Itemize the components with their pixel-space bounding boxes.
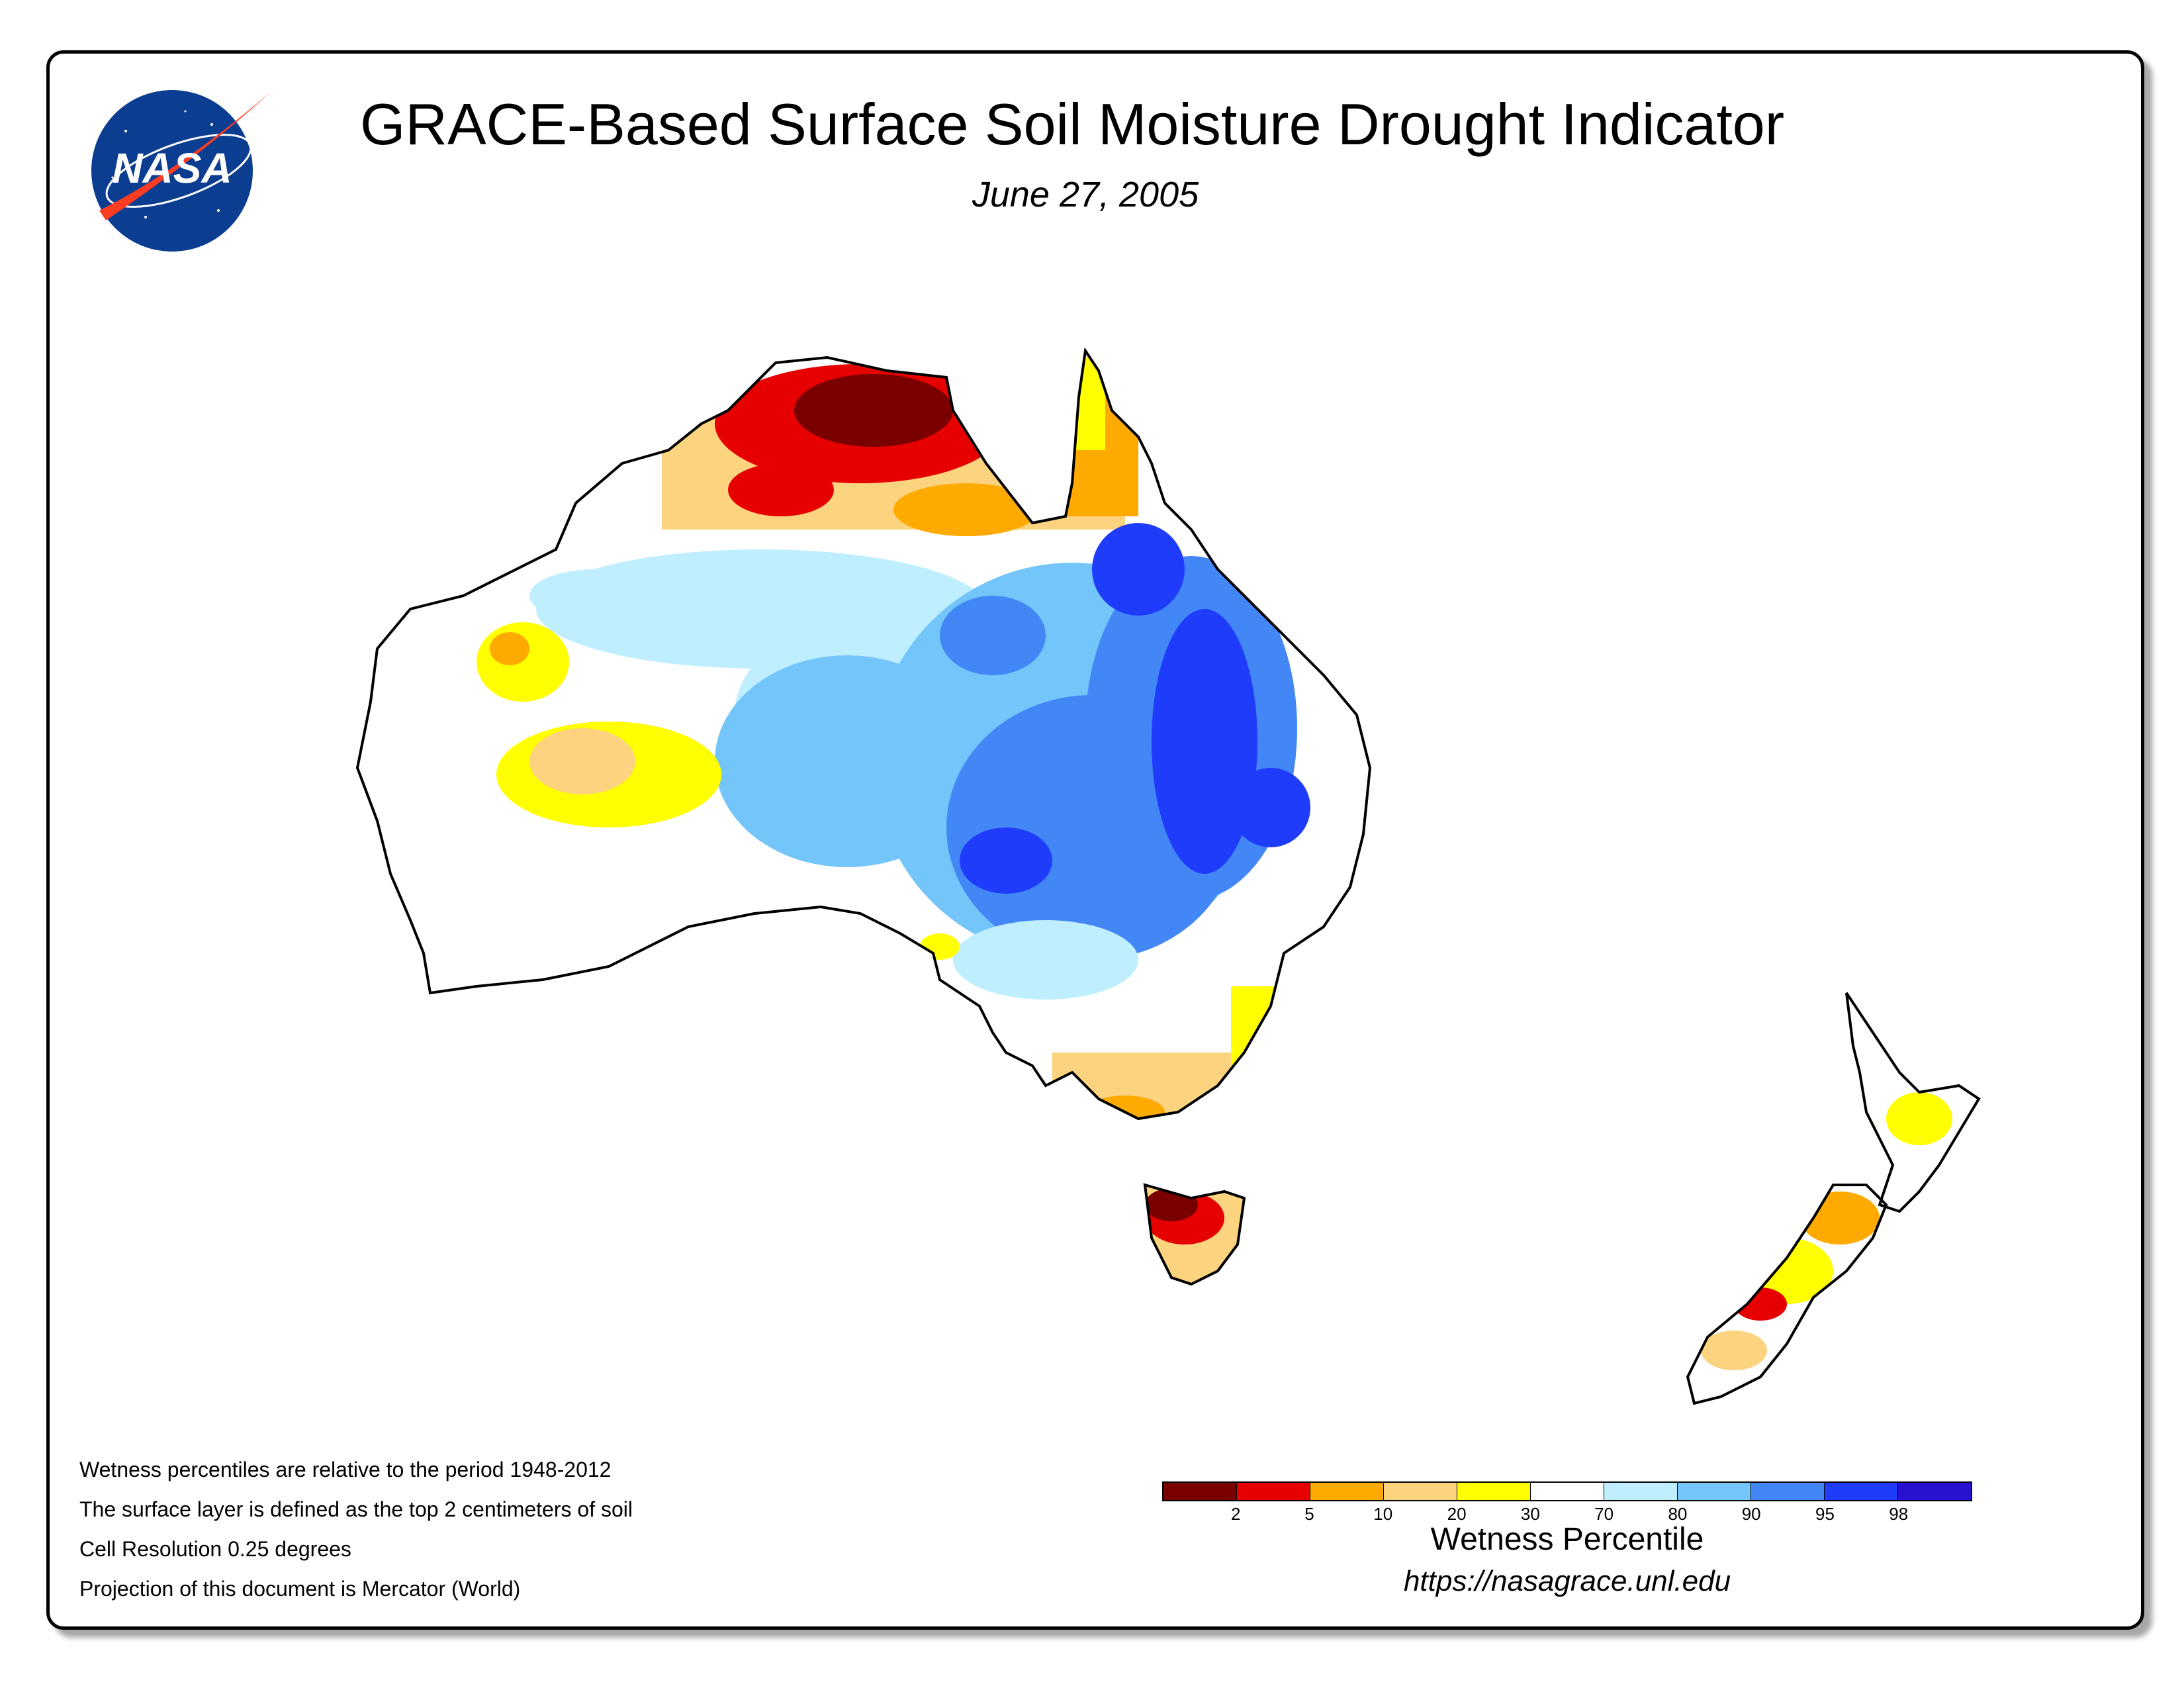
legend-ticks: 2 5 10 20 30 70 80 90 95 98: [1162, 1501, 1972, 1524]
color-legend: 2 5 10 20 30 70 80 90 95 98: [1162, 1481, 1972, 1524]
note-projection: Projection of this document is Mercator …: [79, 1577, 521, 1601]
note-surface-layer: The surface layer is defined as the top …: [79, 1497, 633, 1521]
legend-color-bar: [1162, 1481, 1972, 1501]
legend-tick-label: 80: [1668, 1504, 1688, 1524]
legend-tick-label: 20: [1447, 1504, 1467, 1524]
australia-map: [357, 351, 1370, 1119]
legend-tick-label: 10: [1373, 1504, 1393, 1524]
legend-tick-label: 30: [1520, 1504, 1540, 1524]
map-date: June 27, 2005: [972, 175, 1199, 214]
legend-swatch: [1751, 1483, 1825, 1500]
legend-swatch: [1898, 1483, 1971, 1500]
legend-swatch: [1457, 1483, 1531, 1500]
new-zealand-map: [1688, 993, 1979, 1403]
legend-tick-label: 70: [1594, 1504, 1614, 1524]
legend-tick-label: 98: [1889, 1504, 1909, 1524]
note-period: Wetness percentiles are relative to the …: [79, 1458, 612, 1481]
legend-swatch: [1825, 1483, 1898, 1500]
map-title: GRACE-Based Surface Soil Moisture Drough…: [359, 91, 1785, 157]
legend-swatch: [1237, 1483, 1310, 1500]
legend-swatch: [1310, 1483, 1384, 1500]
legend-tick-label: 95: [1815, 1504, 1835, 1524]
svg-text:NASA: NASA: [112, 144, 232, 192]
nasa-logo: NASA: [91, 90, 271, 252]
legend-title: Wetness Percentile: [1430, 1522, 1704, 1557]
legend-tick-label: 90: [1741, 1504, 1761, 1524]
legend-tick-label: 2: [1231, 1504, 1241, 1524]
legend-swatch: [1531, 1483, 1604, 1500]
note-resolution: Cell Resolution 0.25 degrees: [79, 1537, 351, 1561]
legend-swatch: [1163, 1483, 1237, 1500]
website-link[interactable]: https://nasagrace.unl.edu: [1403, 1565, 1731, 1597]
legend-swatch: [1678, 1483, 1751, 1500]
legend-tick-label: 5: [1304, 1504, 1314, 1524]
map-notes: Wetness percentiles are relative to the …: [79, 1450, 633, 1609]
legend-swatch: [1604, 1483, 1678, 1500]
legend-swatch: [1384, 1483, 1457, 1500]
